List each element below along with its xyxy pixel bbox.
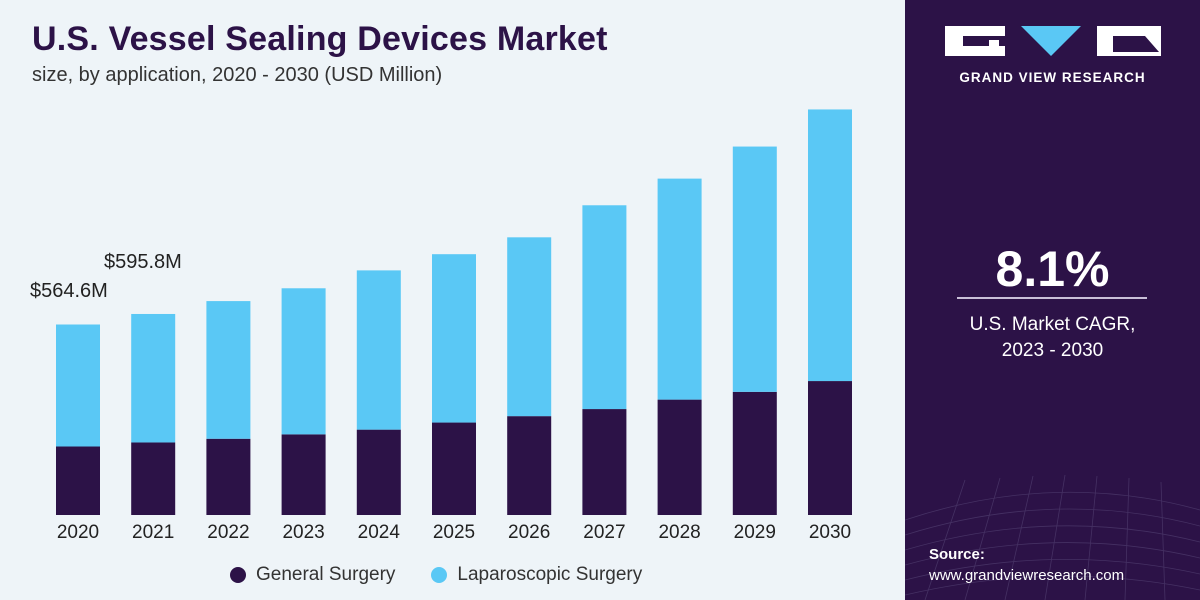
- bar-laparoscopic-surgery-2023: [281, 288, 326, 435]
- bar-general-surgery-2029: [732, 391, 777, 515]
- x-tick-label-2020: 2020: [57, 522, 99, 543]
- page-title: U.S. Vessel Sealing Devices Market: [32, 20, 608, 58]
- bar-laparoscopic-surgery-2029: [732, 146, 777, 392]
- bar-general-surgery-2027: [582, 409, 627, 515]
- legend-label-laparoscopic-surgery: Laparoscopic Surgery: [457, 564, 643, 585]
- cagr-label-line1: U.S. Market CAGR,: [969, 314, 1136, 335]
- cagr-label: U.S. Market CAGR, 2023 - 2030: [905, 312, 1200, 364]
- bar-laparoscopic-surgery-2030: [808, 109, 852, 382]
- source-link[interactable]: www.grandviewresearch.com: [929, 567, 1125, 584]
- bar-general-surgery-2030: [808, 381, 852, 515]
- bar-laparoscopic-surgery-2021: [131, 313, 176, 443]
- x-tick-label-2022: 2022: [207, 522, 249, 543]
- bar-laparoscopic-surgery-2022: [206, 301, 251, 439]
- x-tick-label-2027: 2027: [583, 522, 625, 543]
- legend-item-laparoscopic-surgery: Laparoscopic Surgery: [431, 564, 642, 586]
- legend-item-general-surgery: General Surgery: [230, 564, 395, 586]
- cagr-value: 8.1%: [995, 241, 1110, 297]
- x-tick-label-2026: 2026: [508, 522, 550, 543]
- bar-laparoscopic-surgery-2028: [657, 178, 702, 400]
- bar-laparoscopic-surgery-2027: [582, 205, 627, 410]
- bar-laparoscopic-surgery-2025: [432, 254, 476, 423]
- bar-general-surgery-2025: [432, 422, 476, 515]
- bar-general-surgery-2026: [507, 416, 552, 515]
- legend-swatch-general-surgery: [230, 567, 246, 583]
- bar-chart: 2020 2021 2022 2023 2024 2025 2026 2027 2028 2029…: [30, 109, 852, 543]
- bar-general-surgery-2020: [56, 446, 100, 515]
- source-block: Source: www.grandviewresearch.com: [929, 544, 1124, 586]
- grid-floor-graphic: [905, 474, 1200, 600]
- legend-label-general-surgery: General Surgery: [256, 564, 396, 585]
- bar-general-surgery-2022: [206, 438, 251, 515]
- legend-swatch-laparoscopic-surgery: [431, 567, 448, 583]
- bar-general-surgery-2023: [281, 434, 326, 515]
- data-label-2020: $564.6M: [30, 280, 108, 302]
- x-tick-label-2024: 2024: [358, 522, 401, 543]
- bar-general-surgery-2024: [356, 429, 401, 515]
- brand-name: GRAND VIEW RESEARCH: [959, 70, 1146, 85]
- chart-legend: General Surgery Laparoscopic Surgery: [230, 564, 678, 586]
- bar-general-surgery-2028: [657, 399, 702, 515]
- chart-panel: U.S. Vessel Sealing Devices Market size,…: [30, 20, 852, 586]
- cagr-label-line2: 2023 - 2030: [1001, 340, 1104, 361]
- bar-laparoscopic-surgery-2026: [507, 237, 552, 417]
- bar-laparoscopic-surgery-2020: [56, 324, 100, 447]
- data-label-2021: $595.8M: [104, 251, 182, 273]
- bar-laparoscopic-surgery-2024: [356, 270, 401, 430]
- info-sidebar: GRAND VIEW RESEARCH 8.1% U.S. Market CAG…: [905, 0, 1200, 600]
- x-tick-label-2025: 2025: [433, 522, 475, 543]
- bar-general-surgery-2021: [131, 442, 176, 515]
- divider: [957, 297, 1147, 299]
- source-heading: Source:: [929, 546, 985, 563]
- x-tick-label-2021: 2021: [132, 522, 174, 543]
- chart-subtitle: size, by application, 2020 - 2030 (USD M…: [32, 64, 443, 86]
- gvr-logo: [945, 26, 1161, 56]
- x-tick-label-2028: 2028: [658, 522, 700, 543]
- x-tick-label-2029: 2029: [734, 522, 776, 543]
- x-tick-label-2023: 2023: [282, 522, 324, 543]
- x-tick-label-2030: 2030: [809, 522, 851, 543]
